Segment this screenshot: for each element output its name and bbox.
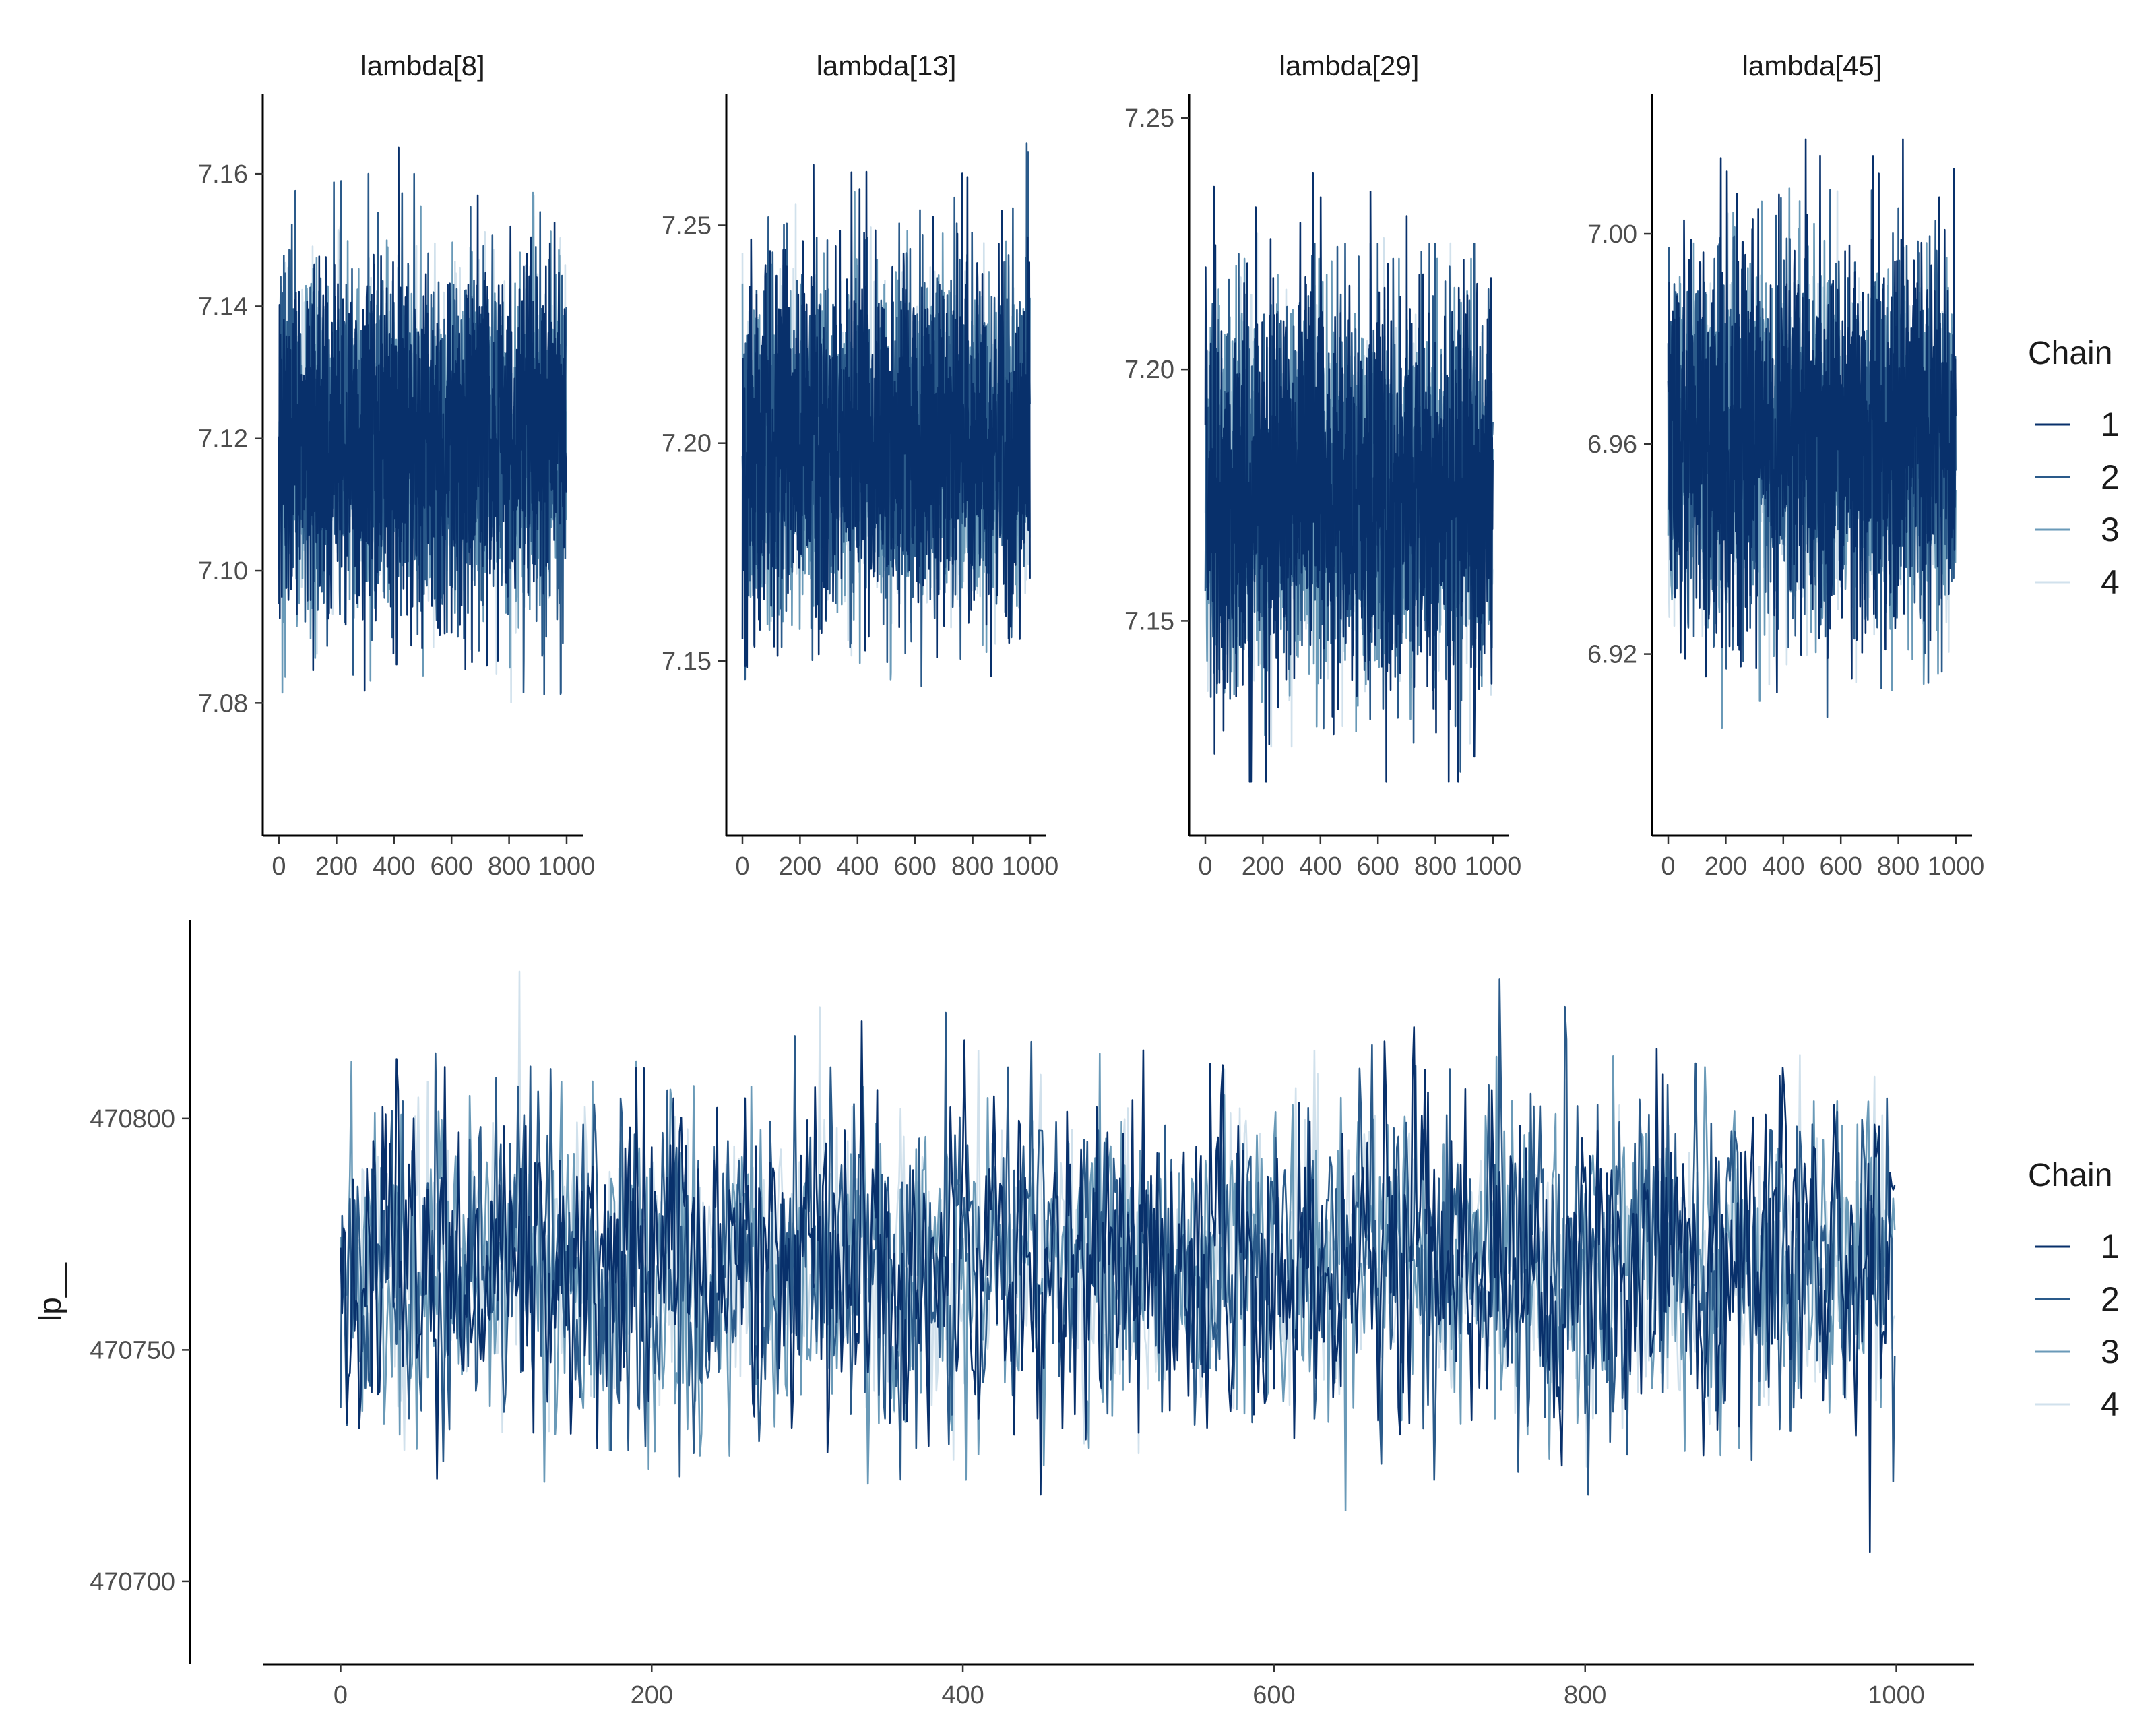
legend-label: 4 [2101,563,2120,601]
y-tick-label: 7.15 [1124,607,1174,635]
panel-title: lambda[45] [1742,50,1882,82]
x-tick-label: 200 [1705,852,1747,881]
x-tick-label: 400 [1299,852,1341,881]
y-tick-label: 7.20 [662,430,711,458]
x-tick-label: 800 [1877,852,1920,881]
legend-2: Chain 1 2 3 4 [2028,1158,2120,1423]
trace-panel-3: 0 200 400 600 800 1000 7.15 7.20 7.25 lambda[29] [1124,50,1521,881]
x-tick-label: 200 [315,852,358,881]
chain-1-trace [1667,138,1957,693]
x-tick-label: 0 [735,852,749,881]
panel-title: lambda[13] [817,50,957,82]
y-tick-label: 7.25 [1124,104,1174,133]
legend-label: 2 [2101,1280,2120,1318]
y-tick-label: 7.20 [1124,356,1174,384]
x-tick-label: 800 [1414,852,1457,881]
chain-1-trace [278,146,567,692]
x-tick-label: 800 [951,852,994,881]
legends: Chain 1 2 3 4 Chain 1 2 3 4 [2028,336,2120,1423]
y-tick-label: 470800 [90,1105,175,1133]
x-tick-label: 600 [1356,852,1399,881]
y-tick-label: 470700 [90,1568,175,1596]
x-tick-label: 0 [1198,852,1212,881]
legend-title: Chain [2028,1158,2112,1193]
legend-label: 3 [2101,511,2120,548]
x-tick-label: 400 [941,1681,984,1710]
panel-title: lambda[29] [1279,50,1420,82]
x-tick-label: 1000 [1928,852,1985,881]
y-tick-label: 7.15 [662,648,711,676]
y-tick-label: 7.00 [1587,220,1637,249]
chain-1-trace [340,1020,1896,1553]
x-tick-label: 200 [631,1681,673,1710]
chain-1-trace [741,164,1031,677]
y-tick-label: 470750 [90,1336,175,1365]
x-tick-label: 800 [488,852,530,881]
x-tick-label: 600 [430,852,472,881]
legend-label: 4 [2101,1385,2120,1423]
x-tick-label: 1000 [1465,852,1522,881]
legend-label: 1 [2101,406,2120,443]
x-tick-label: 1000 [1868,1681,1925,1710]
x-tick-label: 800 [1564,1681,1606,1710]
y-tick-label: 7.14 [198,292,248,321]
legend-1: Chain 1 2 3 4 [2028,336,2120,601]
x-tick-label: 0 [334,1681,348,1710]
x-tick-label: 600 [1253,1681,1295,1710]
chain-1-trace [1204,172,1494,783]
y-tick-label: 6.92 [1587,641,1637,669]
trace-panels: 0 200 400 600 800 1000 7.08 7.10 7.12 7.14 7.16 lam… [32,50,1984,1710]
x-tick-label: 400 [836,852,879,881]
x-tick-label: 1000 [1002,852,1059,881]
x-tick-label: 200 [779,852,821,881]
y-tick-label: 7.25 [662,212,711,241]
y-tick-label: 7.12 [198,425,248,453]
y-tick-label: 7.10 [198,557,248,586]
x-tick-label: 600 [893,852,936,881]
x-tick-label: 400 [373,852,415,881]
panel-title: lambda[8] [360,50,484,82]
trace-panel-1: 0 200 400 600 800 1000 7.08 7.10 7.12 7.14 7.16 lam… [198,50,595,881]
legend-label: 3 [2101,1333,2120,1371]
y-tick-label: 7.08 [198,689,248,718]
x-tick-label: 600 [1819,852,1862,881]
trace-panel-4: 0 200 400 600 800 1000 6.92 6.96 7.00 lambda[45] [1587,50,1984,881]
x-tick-label: 0 [1661,852,1675,881]
trace-panel-2: 0 200 400 600 800 1000 7.15 7.20 7.25 lambda[13] [662,50,1058,881]
trace-panel-5: 0 200 400 600 800 1000 470700 470750 470800 lp__ [32,920,1974,1710]
x-tick-label: 400 [1762,852,1804,881]
y-tick-label: 7.16 [198,160,248,189]
x-tick-label: 200 [1242,852,1284,881]
y-tick-label: 6.96 [1587,431,1637,459]
legend-title: Chain [2028,336,2112,371]
x-tick-label: 0 [272,852,286,881]
legend-label: 2 [2101,458,2120,496]
x-tick-label: 1000 [538,852,596,881]
legend-label: 1 [2101,1228,2120,1265]
y-axis-title: lp__ [32,1262,67,1321]
